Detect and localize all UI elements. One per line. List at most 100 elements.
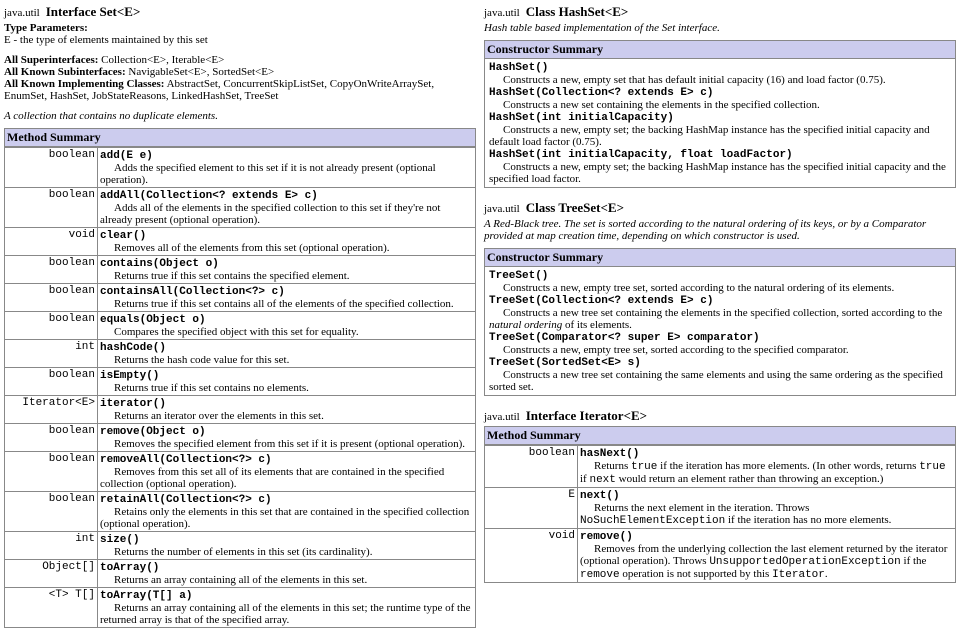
ctor-sig: HashSet()	[489, 62, 548, 74]
method-row: booleanhasNext()Returns true if the iter…	[485, 446, 956, 488]
iterator-method-title: Method Summary	[484, 426, 956, 445]
method-desc: Returns the next element in the iteratio…	[580, 502, 891, 526]
ctor-desc: Constructs a new tree set containing the…	[489, 307, 942, 331]
ctor-desc: Constructs a new, empty tree set, sorted…	[503, 282, 894, 294]
return-type: boolean	[5, 256, 98, 284]
method-sig: hasNext()	[580, 448, 639, 460]
type-params: Type Parameters: E - the type of element…	[4, 22, 476, 46]
return-type: boolean	[5, 284, 98, 312]
return-type: boolean	[485, 446, 578, 488]
return-type: boolean	[5, 452, 98, 492]
ctor-sig: TreeSet()	[489, 270, 548, 282]
hashset-desc: Hash table based implementation of the S…	[484, 22, 956, 34]
ctor-entry: TreeSet()Constructs a new, empty tree se…	[489, 269, 951, 294]
set-desc: A collection that contains no duplicate …	[4, 110, 476, 122]
method-cell: iterator()Returns an iterator over the e…	[98, 396, 476, 424]
return-type: boolean	[5, 424, 98, 452]
method-cell: toArray()Returns an array containing all…	[98, 560, 476, 588]
method-sig: toArray(T[] a)	[100, 590, 192, 602]
relations: All Superinterfaces: Collection<E>, Iter…	[4, 54, 476, 102]
hashset-ctor-title: Constructor Summary	[484, 40, 956, 59]
sub-val: NavigableSet<E>, SortedSet<E>	[128, 66, 274, 78]
method-row: Object[]toArray()Returns an array contai…	[5, 560, 476, 588]
method-desc: Returns an iterator over the elements in…	[114, 410, 324, 422]
class-name: TreeSet<E>	[558, 200, 624, 215]
left-column: java.util Interface Set<E> Type Paramete…	[4, 4, 476, 628]
method-cell: isEmpty()Returns true if this set contai…	[98, 368, 476, 396]
method-row: voidremove()Removes from the underlying …	[485, 529, 956, 583]
method-sig: size()	[100, 534, 140, 546]
ctor-sig: HashSet(Collection<? extends E> c)	[489, 87, 713, 99]
ctor-entry: HashSet(int initialCapacity)Constructs a…	[489, 111, 951, 148]
return-type: void	[485, 529, 578, 583]
method-sig: hashCode()	[100, 342, 166, 354]
ctor-sig: TreeSet(Comparator<? super E> comparator…	[489, 332, 760, 344]
return-type: Object[]	[5, 560, 98, 588]
method-sig: remove()	[580, 531, 633, 543]
super-head: All Superinterfaces:	[4, 54, 98, 66]
treeset-header: java.util Class TreeSet<E>	[484, 200, 956, 216]
return-type: <T> T[]	[5, 588, 98, 628]
method-row: booleanretainAll(Collection<?> c)Retains…	[5, 492, 476, 532]
method-sig: containsAll(Collection<?> c)	[100, 286, 285, 298]
method-desc: Removes from this set all of its element…	[100, 466, 444, 490]
super-val: Collection<E>, Iterable<E>	[101, 54, 224, 66]
return-type: boolean	[5, 492, 98, 532]
method-sig: contains(Object o)	[100, 258, 219, 270]
method-desc: Returns true if this set contains all of…	[114, 298, 454, 310]
right-column: java.util Class HashSet<E> Hash table ba…	[484, 4, 956, 628]
method-desc: Returns true if this set contains the sp…	[114, 270, 350, 282]
kind: Class	[526, 200, 556, 215]
method-row: booleancontainsAll(Collection<?> c)Retur…	[5, 284, 476, 312]
ctor-sig: HashSet(int initialCapacity)	[489, 112, 674, 124]
type-params-val: E - the type of elements maintained by t…	[4, 34, 476, 46]
method-sig: iterator()	[100, 398, 166, 410]
kind: Interface	[46, 4, 97, 19]
return-type: E	[485, 488, 578, 529]
set-header: java.util Interface Set<E>	[4, 4, 476, 20]
class-name: HashSet<E>	[559, 4, 629, 19]
method-desc: Removes from the underlying collection t…	[580, 543, 947, 580]
method-desc: Adds all of the elements in the specifie…	[100, 202, 440, 226]
type-params-head: Type Parameters:	[4, 22, 476, 34]
treeset-ctors: TreeSet()Constructs a new, empty tree se…	[484, 267, 956, 396]
method-cell: size()Returns the number of elements in …	[98, 532, 476, 560]
method-sig: equals(Object o)	[100, 314, 206, 326]
method-cell: add(E e)Adds the specified element to th…	[98, 148, 476, 188]
method-row: Iterator<E>iterator()Returns an iterator…	[5, 396, 476, 424]
iterator-header: java.util Interface Iterator<E>	[484, 408, 956, 424]
hashset-header: java.util Class HashSet<E>	[484, 4, 956, 20]
method-sig: addAll(Collection<? extends E> c)	[100, 190, 318, 202]
return-type: boolean	[5, 312, 98, 340]
method-row: Enext()Returns the next element in the i…	[485, 488, 956, 529]
treeset-ctor-title: Constructor Summary	[484, 248, 956, 267]
method-sig: retainAll(Collection<?> c)	[100, 494, 272, 506]
class-name: Iterator<E>	[580, 408, 648, 423]
treeset-desc: A Red-Black tree. The set is sorted acco…	[484, 218, 956, 242]
ctor-entry: HashSet()Constructs a new, empty set tha…	[489, 61, 951, 86]
pkg: java.util	[484, 411, 520, 423]
method-cell: retainAll(Collection<?> c)Retains only t…	[98, 492, 476, 532]
kind: Class	[526, 4, 556, 19]
pkg: java.util	[484, 7, 520, 19]
method-cell: equals(Object o)Compares the specified o…	[98, 312, 476, 340]
ctor-desc: Constructs a new, empty set; the backing…	[489, 124, 930, 148]
ctor-entry: TreeSet(SortedSet<E> s)Constructs a new …	[489, 356, 951, 393]
ctor-sig: TreeSet(Collection<? extends E> c)	[489, 295, 713, 307]
method-row: booleanremoveAll(Collection<?> c)Removes…	[5, 452, 476, 492]
method-cell: hashCode()Returns the hash code value fo…	[98, 340, 476, 368]
method-cell: contains(Object o)Returns true if this s…	[98, 256, 476, 284]
return-type: Iterator<E>	[5, 396, 98, 424]
method-cell: next()Returns the next element in the it…	[578, 488, 956, 529]
method-desc: Returns the hash code value for this set…	[114, 354, 289, 366]
ctor-desc: Constructs a new, empty tree set, sorted…	[503, 344, 849, 356]
method-sig: removeAll(Collection<?> c)	[100, 454, 272, 466]
method-cell: addAll(Collection<? extends E> c)Adds al…	[98, 188, 476, 228]
method-desc: Compares the specified object with this …	[114, 326, 359, 338]
method-desc: Retains only the elements in this set th…	[100, 506, 469, 530]
method-row: voidclear()Removes all of the elements f…	[5, 228, 476, 256]
method-desc: Returns the number of elements in this s…	[114, 546, 372, 558]
method-row: <T> T[]toArray(T[] a)Returns an array co…	[5, 588, 476, 628]
ctor-entry: TreeSet(Comparator<? super E> comparator…	[489, 331, 951, 356]
method-cell: clear()Removes all of the elements from …	[98, 228, 476, 256]
